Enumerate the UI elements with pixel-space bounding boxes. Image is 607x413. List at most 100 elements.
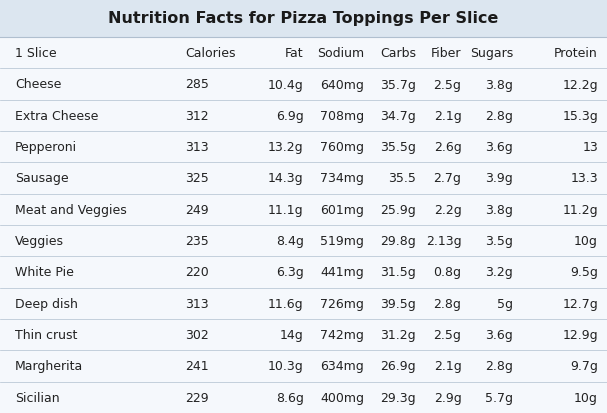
Text: Thin crust: Thin crust: [15, 328, 78, 341]
Text: 2.1g: 2.1g: [433, 109, 461, 123]
Text: 35.7g: 35.7g: [380, 78, 416, 91]
Text: 249: 249: [185, 203, 209, 216]
Text: 708mg: 708mg: [320, 109, 364, 123]
Text: 12.2g: 12.2g: [562, 78, 598, 91]
Text: Sicilian: Sicilian: [15, 391, 59, 404]
Bar: [0, 100, 607, 132]
Text: 14g: 14g: [280, 328, 304, 341]
Bar: [0, 319, 607, 351]
Text: 2.7g: 2.7g: [433, 172, 461, 185]
Text: 2.5g: 2.5g: [433, 78, 461, 91]
Text: 2.2g: 2.2g: [433, 203, 461, 216]
Text: 3.9g: 3.9g: [485, 172, 513, 185]
Text: 11.6g: 11.6g: [268, 297, 304, 310]
Bar: [0, 288, 607, 319]
Text: 2.8g: 2.8g: [485, 109, 513, 123]
Text: 29.8g: 29.8g: [380, 235, 416, 247]
Text: 1 Slice: 1 Slice: [15, 47, 56, 60]
Text: Nutrition Facts for Pizza Toppings Per Slice: Nutrition Facts for Pizza Toppings Per S…: [108, 12, 499, 26]
Text: 241: 241: [185, 360, 209, 373]
Text: Sausage: Sausage: [15, 172, 69, 185]
Text: 39.5g: 39.5g: [380, 297, 416, 310]
Text: Protein: Protein: [554, 47, 598, 60]
Text: Fiber: Fiber: [431, 47, 461, 60]
Text: 5g: 5g: [497, 297, 513, 310]
Text: 3.8g: 3.8g: [485, 78, 513, 91]
Text: 760mg: 760mg: [320, 141, 364, 154]
Text: 313: 313: [185, 141, 209, 154]
Text: 601mg: 601mg: [320, 203, 364, 216]
Text: Extra Cheese: Extra Cheese: [15, 109, 98, 123]
Text: 3.6g: 3.6g: [485, 328, 513, 341]
Text: 31.5g: 31.5g: [380, 266, 416, 279]
Bar: [0, 0, 607, 38]
Text: Veggies: Veggies: [15, 235, 64, 247]
Text: 11.1g: 11.1g: [268, 203, 304, 216]
Text: 302: 302: [185, 328, 209, 341]
Text: 11.2g: 11.2g: [562, 203, 598, 216]
Text: 6.3g: 6.3g: [276, 266, 304, 279]
Text: 742mg: 742mg: [320, 328, 364, 341]
Bar: [0, 194, 607, 225]
Text: 220: 220: [185, 266, 209, 279]
Text: 26.9g: 26.9g: [380, 360, 416, 373]
Text: 0.8g: 0.8g: [433, 266, 461, 279]
Text: Calories: Calories: [185, 47, 236, 60]
Text: Deep dish: Deep dish: [15, 297, 78, 310]
Text: 31.2g: 31.2g: [380, 328, 416, 341]
Text: 5.7g: 5.7g: [485, 391, 513, 404]
Text: 10.4g: 10.4g: [268, 78, 304, 91]
Text: 13: 13: [582, 141, 598, 154]
Text: 9.7g: 9.7g: [570, 360, 598, 373]
Text: 8.6g: 8.6g: [276, 391, 304, 404]
Text: 400mg: 400mg: [320, 391, 364, 404]
Text: 2.9g: 2.9g: [433, 391, 461, 404]
Text: 726mg: 726mg: [320, 297, 364, 310]
Text: 6.9g: 6.9g: [276, 109, 304, 123]
Text: 3.8g: 3.8g: [485, 203, 513, 216]
Text: 13.3: 13.3: [571, 172, 598, 185]
Text: Meat and Veggies: Meat and Veggies: [15, 203, 127, 216]
Text: 325: 325: [185, 172, 209, 185]
Text: White Pie: White Pie: [15, 266, 74, 279]
Text: 12.7g: 12.7g: [562, 297, 598, 310]
Text: 3.2g: 3.2g: [485, 266, 513, 279]
Text: 25.9g: 25.9g: [380, 203, 416, 216]
Text: 35.5: 35.5: [388, 172, 416, 185]
Bar: [0, 132, 607, 163]
Text: Sugars: Sugars: [470, 47, 513, 60]
Text: 29.3g: 29.3g: [380, 391, 416, 404]
Text: 313: 313: [185, 297, 209, 310]
Bar: [0, 163, 607, 194]
Text: 13.2g: 13.2g: [268, 141, 304, 154]
Text: 15.3g: 15.3g: [562, 109, 598, 123]
Text: 8.4g: 8.4g: [276, 235, 304, 247]
Text: 229: 229: [185, 391, 209, 404]
Bar: [0, 257, 607, 288]
Text: Cheese: Cheese: [15, 78, 61, 91]
Text: 34.7g: 34.7g: [380, 109, 416, 123]
Text: Fat: Fat: [285, 47, 304, 60]
Text: 519mg: 519mg: [320, 235, 364, 247]
Bar: [0, 351, 607, 382]
Text: 10g: 10g: [574, 235, 598, 247]
Text: 12.9g: 12.9g: [562, 328, 598, 341]
Bar: [0, 225, 607, 257]
Text: 734mg: 734mg: [320, 172, 364, 185]
Text: 2.6g: 2.6g: [433, 141, 461, 154]
Text: 441mg: 441mg: [320, 266, 364, 279]
Text: Carbs: Carbs: [380, 47, 416, 60]
Text: Sodium: Sodium: [317, 47, 364, 60]
Bar: [0, 382, 607, 413]
Text: 35.5g: 35.5g: [380, 141, 416, 154]
Text: 2.5g: 2.5g: [433, 328, 461, 341]
Text: 2.8g: 2.8g: [433, 297, 461, 310]
Text: Pepperoni: Pepperoni: [15, 141, 77, 154]
Text: 634mg: 634mg: [320, 360, 364, 373]
Text: 10g: 10g: [574, 391, 598, 404]
Text: 2.1g: 2.1g: [433, 360, 461, 373]
Text: 2.8g: 2.8g: [485, 360, 513, 373]
Text: 312: 312: [185, 109, 209, 123]
Text: 285: 285: [185, 78, 209, 91]
Text: 14.3g: 14.3g: [268, 172, 304, 185]
